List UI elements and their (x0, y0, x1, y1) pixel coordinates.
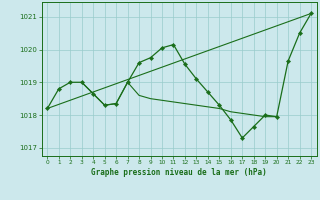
X-axis label: Graphe pression niveau de la mer (hPa): Graphe pression niveau de la mer (hPa) (91, 168, 267, 177)
